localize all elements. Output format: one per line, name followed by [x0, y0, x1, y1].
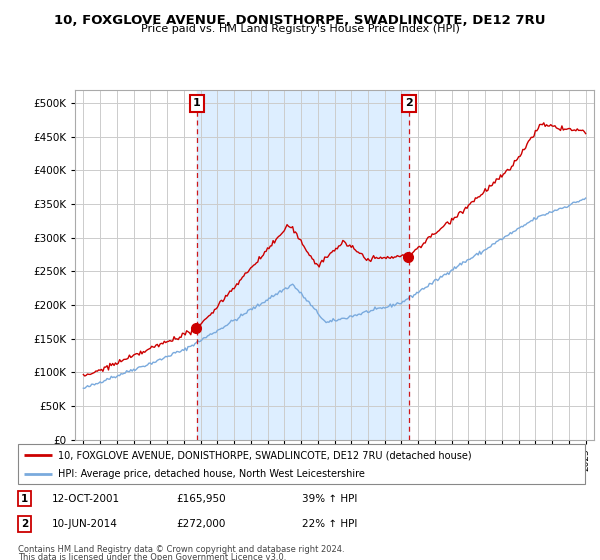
FancyBboxPatch shape: [18, 444, 585, 484]
Text: £165,950: £165,950: [177, 493, 226, 503]
Text: 12-OCT-2001: 12-OCT-2001: [52, 493, 120, 503]
Text: HPI: Average price, detached house, North West Leicestershire: HPI: Average price, detached house, Nort…: [58, 469, 365, 479]
Text: 2: 2: [21, 519, 28, 529]
Text: This data is licensed under the Open Government Licence v3.0.: This data is licensed under the Open Gov…: [18, 553, 286, 560]
Text: 1: 1: [21, 493, 28, 503]
Text: Price paid vs. HM Land Registry's House Price Index (HPI): Price paid vs. HM Land Registry's House …: [140, 24, 460, 34]
Text: 10, FOXGLOVE AVENUE, DONISTHORPE, SWADLINCOTE, DE12 7RU: 10, FOXGLOVE AVENUE, DONISTHORPE, SWADLI…: [54, 14, 546, 27]
Text: 2: 2: [405, 99, 413, 108]
Text: 22% ↑ HPI: 22% ↑ HPI: [302, 519, 357, 529]
Text: 10, FOXGLOVE AVENUE, DONISTHORPE, SWADLINCOTE, DE12 7RU (detached house): 10, FOXGLOVE AVENUE, DONISTHORPE, SWADLI…: [58, 450, 472, 460]
Text: 39% ↑ HPI: 39% ↑ HPI: [302, 493, 357, 503]
Text: 10-JUN-2014: 10-JUN-2014: [52, 519, 118, 529]
Text: Contains HM Land Registry data © Crown copyright and database right 2024.: Contains HM Land Registry data © Crown c…: [18, 545, 344, 554]
Text: 1: 1: [193, 99, 201, 108]
Text: £272,000: £272,000: [177, 519, 226, 529]
Bar: [197, 90, 409, 440]
